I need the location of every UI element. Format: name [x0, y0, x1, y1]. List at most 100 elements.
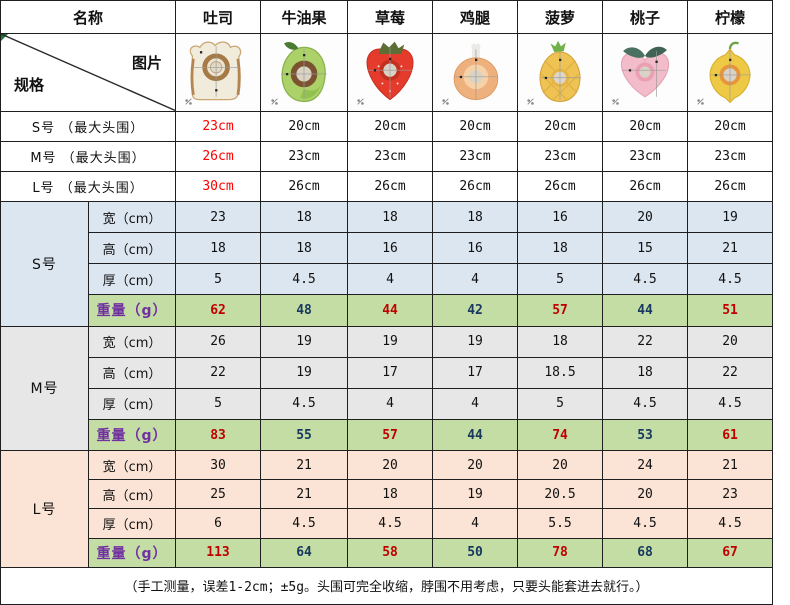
dim-label: 高（cm）	[87, 479, 177, 510]
lemon-plush-icon	[697, 42, 751, 106]
image-row: 规格 图片	[0, 33, 790, 112]
cell: 21	[260, 450, 349, 481]
m-height-row: 高（cm） 22 19 17 17 18.5 18 22	[1, 356, 790, 389]
product-name-toast: 吐司	[175, 0, 262, 35]
dim-label: 宽（cm）	[87, 450, 177, 481]
row-label: M号 （最大头围）	[0, 140, 177, 172]
cell: 20	[432, 450, 519, 481]
row-label: S号 （最大头围）	[0, 110, 177, 142]
cell: 18.5	[517, 356, 604, 389]
cell: 18	[260, 200, 349, 234]
size-label-s: S号	[0, 200, 89, 327]
s-circumference-row: S号 （最大头围） 23cm 20cm 20cm 20cm 20cm 20cm …	[0, 110, 790, 142]
cell: 19	[260, 325, 349, 358]
s-height-row: 高（cm） 18 18 16 16 18 15 21	[1, 232, 790, 265]
cell: 19	[432, 479, 519, 510]
cell: 4.5	[347, 508, 434, 539]
cell: 4.5	[687, 263, 774, 296]
product-name-pineapple: 菠萝	[517, 0, 604, 35]
cell: 4	[347, 263, 434, 296]
dim-label: 厚（cm）	[87, 263, 177, 296]
l-width-row: L号 宽（cm） 30 21 20 20 20 24 21	[0, 450, 790, 568]
cell: 26cm	[347, 170, 434, 202]
cell: 44	[347, 294, 434, 327]
cell: 23cm	[602, 140, 689, 172]
cell: 22	[687, 356, 774, 389]
pineapple-plush-icon	[527, 41, 581, 106]
cell: 58	[347, 537, 434, 568]
cell: 4.5	[260, 508, 349, 539]
cell: 68	[602, 537, 689, 568]
cell: 57	[347, 418, 434, 452]
product-name-drumstick: 鸡腿	[432, 0, 519, 35]
cell: 64	[260, 537, 349, 568]
cell: 19	[347, 325, 434, 358]
weight-label: 重量（g）	[87, 418, 177, 452]
product-image-cell	[260, 33, 349, 112]
cell: 20cm	[517, 110, 604, 142]
m-thickness-row: 厚（cm） 5 4.5 4 4 5 4.5 4.5	[1, 387, 790, 420]
s-weight-row: 重量（g） 62 48 44 42 57 44 51	[1, 294, 790, 327]
cell: 50	[432, 537, 519, 568]
weight-label: 重量（g）	[87, 294, 177, 327]
cell: 4.5	[602, 508, 689, 539]
cell: 26cm	[602, 170, 689, 202]
dim-label: 高（cm）	[87, 356, 177, 389]
cell: 18	[260, 232, 349, 265]
cell: 22	[602, 325, 689, 358]
cell: 5	[517, 387, 604, 420]
spec-label: 规格	[14, 75, 45, 94]
cell: 78	[517, 537, 604, 568]
product-image-cell	[687, 33, 774, 112]
l-circumference-row: L号 （最大头围） 30cm 26cm 26cm 26cm 26cm 26cm …	[0, 170, 790, 202]
cell: 16	[347, 232, 434, 265]
cell: 20	[347, 450, 434, 481]
header-row: 名称 吐司 牛油果 草莓 鸡腿 菠萝 桃子 柠檬	[0, 0, 790, 35]
cell: 20	[602, 479, 689, 510]
cell: 113	[175, 537, 262, 568]
cell: 23cm	[175, 110, 262, 142]
cell: 4	[347, 387, 434, 420]
cell: 4	[432, 263, 519, 296]
cell: 19	[432, 325, 519, 358]
strawberry-plush-icon	[357, 41, 414, 106]
cell: 18	[602, 356, 689, 389]
cell: 18	[432, 200, 519, 234]
measurement-note: （手工测量，误差1-2cm；±5g。头围可完全收缩，脖围不用考虑，只要头能套进去…	[0, 566, 774, 605]
image-label: 图片	[132, 54, 163, 73]
cell: 15	[602, 232, 689, 265]
m-width-row: M号 宽（cm） 26 19 19 19 18 22 20	[0, 325, 790, 452]
cell: 4	[432, 387, 519, 420]
spec-image-diagonal-cell: 规格 图片	[0, 33, 177, 112]
dim-label: 宽（cm）	[87, 325, 177, 358]
product-name-avocado: 牛油果	[260, 0, 349, 35]
note-row: （手工测量，误差1-2cm；±5g。头围可完全收缩，脖围不用考虑，只要头能套进去…	[0, 566, 790, 605]
cell: 26cm	[432, 170, 519, 202]
cell: 18	[347, 479, 434, 510]
cell: 42	[432, 294, 519, 327]
m-weight-row: 重量（g） 83 55 57 44 74 53 61	[1, 418, 790, 452]
product-image-cell	[347, 33, 434, 112]
cell: 53	[602, 418, 689, 452]
cell: 30cm	[175, 170, 262, 202]
cell: 24	[602, 450, 689, 481]
cell: 20cm	[432, 110, 519, 142]
peach-plush-icon	[612, 47, 670, 106]
cell: 61	[687, 418, 774, 452]
product-name-peach: 桃子	[602, 0, 689, 35]
cell: 20	[517, 450, 604, 481]
cell: 26cm	[260, 170, 349, 202]
cell: 26cm	[687, 170, 774, 202]
dim-label: 宽（cm）	[87, 200, 177, 234]
cell: 23	[687, 479, 774, 510]
product-name-lemon: 柠檬	[687, 0, 774, 35]
cell: 48	[260, 294, 349, 327]
cell: 22	[175, 356, 262, 389]
cell: 4.5	[260, 263, 349, 296]
l-height-row: 高（cm） 25 21 18 19 20.5 20 23	[1, 479, 790, 510]
cell: 5	[517, 263, 604, 296]
cell: 20	[602, 200, 689, 234]
cell: 20cm	[687, 110, 774, 142]
s-width-row: S号 宽（cm） 23 18 18 18 16 20 19	[0, 200, 790, 327]
